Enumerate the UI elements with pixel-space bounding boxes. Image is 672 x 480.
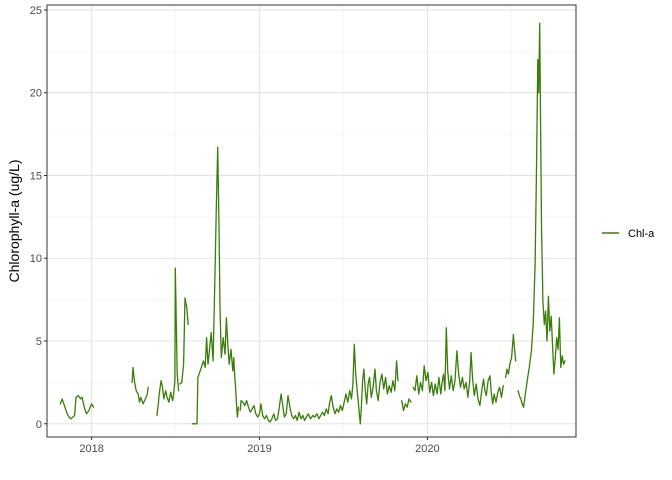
x-axis: 2018 2019 2020 xyxy=(79,437,440,455)
x-tick-label: 2020 xyxy=(415,443,439,455)
y-tick-label: 20 xyxy=(30,88,42,100)
y-tick-label: 10 xyxy=(30,253,42,265)
y-axis: 0 5 10 15 20 25 xyxy=(30,5,47,431)
y-tick-label: 0 xyxy=(36,419,42,431)
series-line-chl-a-segment-6 xyxy=(239,343,399,425)
panel-border xyxy=(46,4,577,438)
legend: Chl-a xyxy=(602,228,655,240)
y-tick-label: 25 xyxy=(30,5,42,17)
series-line-chl-a-segment-7 xyxy=(401,398,412,412)
major-gridlines xyxy=(47,5,576,437)
x-tick-label: 2018 xyxy=(79,443,103,455)
series-line-chl-a-segment-2 xyxy=(131,366,149,405)
series-line-chl-a-segment-4 xyxy=(179,297,189,385)
y-tick-label: 15 xyxy=(30,170,42,182)
legend-label-chl-a: Chl-a xyxy=(628,228,655,240)
series-line-chl-a-segment-1 xyxy=(59,394,95,420)
series-line-chl-a-segment-5 xyxy=(191,146,240,425)
series-line-chl-a-segment-9 xyxy=(504,333,517,379)
x-tick-label: 2019 xyxy=(247,443,271,455)
series-layer xyxy=(59,22,566,425)
series-line-chl-a-segment-10 xyxy=(517,22,566,408)
panel-background xyxy=(47,5,576,437)
series-line-chl-a-segment-3 xyxy=(156,267,180,417)
y-axis-title: Chlorophyll-a (ug/L) xyxy=(6,160,22,283)
series-line-chl-a-segment-8 xyxy=(412,327,504,407)
y-tick-label: 5 xyxy=(36,336,42,348)
